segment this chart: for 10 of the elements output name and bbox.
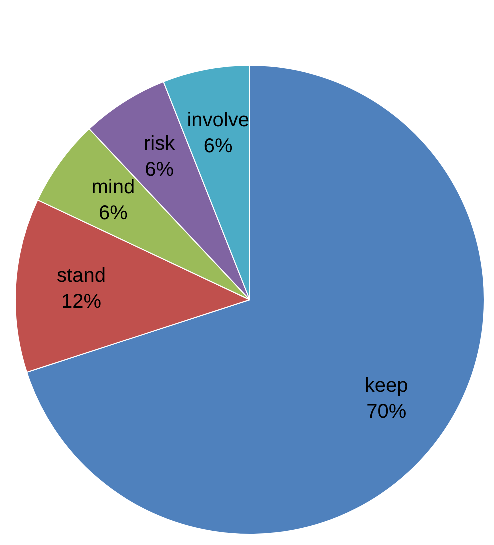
data-label: 6% (98, 202, 128, 224)
data-label: 6% (204, 136, 234, 158)
slice-label: involve (187, 110, 250, 132)
slice-label: stand (57, 264, 106, 287)
data-label: 70% (366, 400, 407, 423)
slice-label: mind (92, 176, 136, 198)
data-label: 6% (145, 158, 174, 181)
slice-label: risk (144, 132, 176, 155)
slice-label: keep (364, 374, 408, 397)
data-label: 12% (61, 290, 102, 313)
